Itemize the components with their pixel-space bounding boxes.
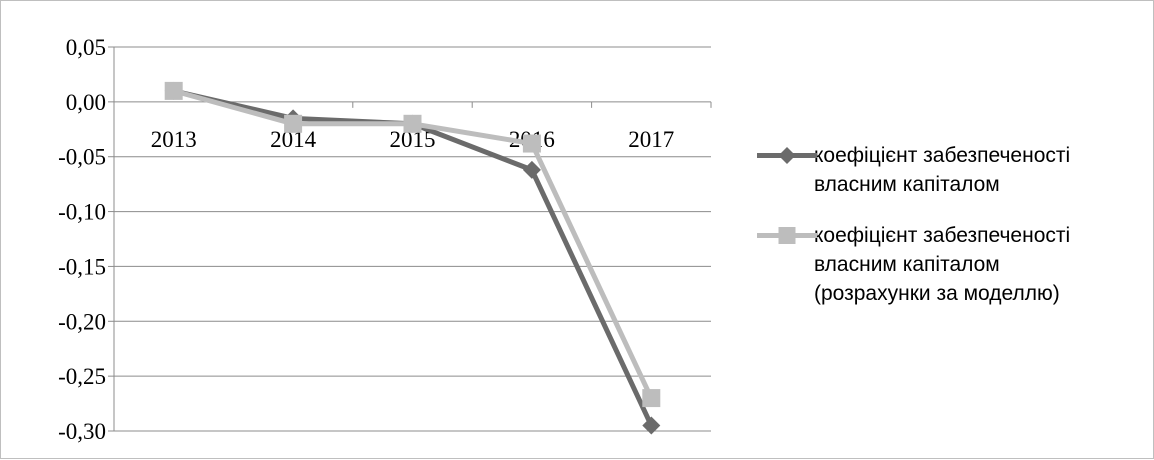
series-lines: [164, 81, 661, 435]
data-point: [642, 416, 661, 435]
x-tick-labels: 20132014201520162017: [151, 127, 675, 152]
legend-item-series-2: коефіцієнт забезпеченості власним капіта…: [757, 221, 1147, 308]
axes: [108, 46, 712, 432]
data-point: [522, 134, 541, 153]
y-tick-labels: 0,05 0,00 -0,05 -0,10 -0,15 -0,20 -0,25 -0,30: [58, 35, 106, 444]
legend-label-series-2: коефіцієнт забезпеченості власним капіта…: [814, 224, 1071, 305]
y-tick-label: -0,15: [58, 254, 106, 279]
data-point: [522, 160, 541, 179]
y-tick-label: -0,10: [58, 200, 106, 225]
x-tick-label: 2017: [628, 127, 674, 152]
series-2: [164, 81, 661, 408]
y-tick-label: -0,20: [58, 309, 106, 334]
legend-item-series-1: коефіцієнт забезпеченості власним капіта…: [757, 141, 1147, 199]
y-tick-label: -0,05: [58, 145, 106, 170]
legend: коефіцієнт забезпеченості власним капіта…: [757, 141, 1147, 308]
y-tick-label: 0,05: [66, 35, 106, 60]
square-marker-icon: [757, 227, 817, 244]
data-point: [164, 81, 183, 100]
data-point: [642, 389, 661, 408]
y-tick-label: -0,25: [58, 364, 106, 389]
y-tick-label: 0,00: [66, 90, 106, 115]
diamond-marker-icon: [757, 147, 817, 164]
data-point: [403, 114, 422, 133]
x-tick-label: 2013: [151, 127, 197, 152]
data-point: [284, 114, 303, 133]
legend-label-series-1: коефіцієнт забезпеченості власним капіта…: [814, 144, 1071, 196]
gridlines: [114, 46, 711, 432]
y-tick-label: -0,30: [58, 419, 106, 444]
